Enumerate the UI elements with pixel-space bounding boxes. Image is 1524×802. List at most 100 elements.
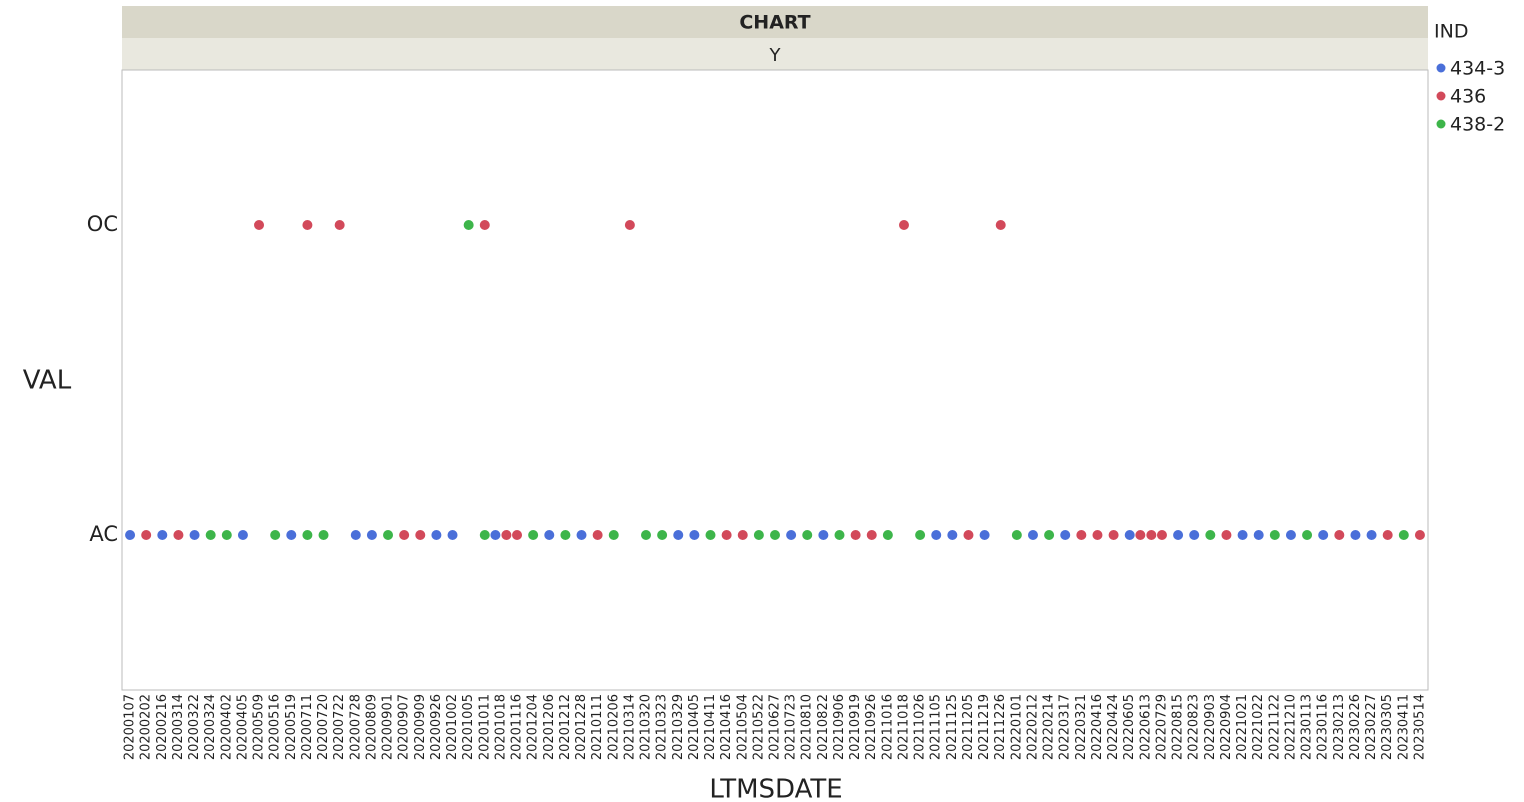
data-point (1414, 530, 1425, 540)
data-point (1189, 530, 1200, 540)
x-tick-label: 20201018 (493, 694, 508, 760)
x-tick-label: 20210810 (800, 694, 815, 760)
x-tick-label: 20221021 (1235, 694, 1250, 760)
x-tick-label: 20220212 (1025, 694, 1040, 760)
data-point (1108, 530, 1119, 540)
x-tick-label: 20210320 (639, 694, 654, 760)
legend-marker (1436, 119, 1446, 129)
x-tick-label: 20200926 (429, 694, 444, 760)
x-tick-label: 20220321 (1074, 694, 1089, 760)
data-point (1011, 530, 1022, 540)
x-tick-label: 20210906 (832, 694, 847, 760)
data-point (705, 530, 716, 540)
x-tick-label: 20210323 (655, 694, 670, 760)
x-tick-label: 20201206 (542, 694, 557, 760)
x-tick-label: 20220903 (1203, 694, 1218, 760)
x-tick-label: 20201002 (445, 694, 460, 760)
x-tick-label: 20200519 (284, 694, 299, 760)
x-axis-label: LTMSDATE (709, 775, 842, 802)
data-point (237, 530, 248, 540)
x-tick-label: 20230116 (1316, 694, 1331, 760)
x-tick-label: 20211016 (880, 694, 895, 760)
x-tick-label: 20230411 (1396, 694, 1411, 760)
data-point (624, 220, 635, 230)
x-tick-label: 20221122 (1267, 694, 1282, 760)
data-point (490, 530, 501, 540)
x-tick-label: 20221022 (1251, 694, 1266, 760)
data-point (915, 530, 926, 540)
data-point (866, 530, 877, 540)
data-point (770, 530, 780, 540)
data-point (350, 530, 361, 540)
y-tick-label: AC (89, 522, 118, 546)
x-tick-label: 20210822 (816, 694, 831, 760)
data-point (673, 530, 684, 540)
chart-title: CHART (739, 12, 810, 34)
data-point (1318, 530, 1329, 540)
x-tick-label: 20200402 (219, 694, 234, 760)
data-point (501, 530, 512, 540)
x-tick-label: 20220317 (1058, 694, 1073, 760)
data-point (173, 530, 184, 540)
y-axis-label: VAL (23, 366, 72, 396)
x-tick-label: 20230226 (1348, 694, 1363, 760)
data-point (415, 530, 426, 540)
data-point (802, 530, 813, 540)
x-tick-label: 20220613 (1138, 694, 1153, 760)
x-tick-label: 20210405 (687, 694, 702, 760)
data-point (1027, 530, 1038, 540)
data-point (334, 220, 345, 230)
x-tick-label: 20211219 (977, 694, 992, 760)
data-point (1269, 530, 1280, 540)
data-point (995, 220, 1006, 230)
data-point (947, 530, 958, 540)
data-point (898, 220, 909, 230)
x-tick-label: 20200722 (332, 694, 347, 760)
data-point (1350, 530, 1361, 540)
data-point (302, 530, 313, 540)
x-tick-label: 20210314 (622, 694, 637, 760)
data-point (125, 530, 136, 540)
data-point (302, 220, 313, 230)
x-tick-label: 20211125 (945, 694, 960, 760)
x-tick-label: 20230113 (1300, 694, 1315, 760)
data-point (479, 220, 490, 230)
data-point (270, 530, 281, 540)
x-tick-label: 20201116 (510, 694, 525, 760)
x-tick-label: 20220416 (1090, 694, 1105, 760)
x-tick-label: 20210329 (671, 694, 686, 760)
x-tick-label: 20210416 (719, 694, 734, 760)
x-tick-label: 20230227 (1364, 694, 1379, 760)
data-point (753, 530, 764, 540)
x-tick-label: 20200809 (364, 694, 379, 760)
data-point (544, 530, 555, 540)
data-point (1366, 530, 1377, 540)
data-point (1285, 530, 1296, 540)
data-point (786, 530, 797, 540)
x-tick-label: 20210111 (590, 694, 605, 760)
x-tick-label: 20211105 (929, 694, 944, 760)
x-tick-label: 20200516 (268, 694, 283, 760)
data-point (189, 530, 200, 540)
x-tick-label: 20200909 (413, 694, 428, 760)
data-point (979, 530, 990, 540)
legend-label: 438-2 (1450, 114, 1505, 136)
data-point (399, 530, 410, 540)
data-point (608, 530, 619, 540)
legend-title: IND (1434, 21, 1468, 43)
data-point (1221, 530, 1232, 540)
x-tick-label: 20200907 (397, 694, 412, 760)
data-point (1146, 530, 1157, 540)
data-point (1382, 530, 1393, 540)
x-tick-label: 20200405 (235, 694, 250, 760)
data-point (657, 530, 668, 540)
data-point (221, 530, 232, 540)
x-tick-label: 20200720 (316, 694, 331, 760)
data-point (318, 530, 329, 540)
x-tick-label: 20210926 (864, 694, 879, 760)
data-point (1156, 530, 1167, 540)
data-point (157, 530, 168, 540)
x-tick-label: 20201204 (526, 694, 541, 760)
data-point (592, 530, 603, 540)
x-tick-label: 20221210 (1283, 694, 1298, 760)
